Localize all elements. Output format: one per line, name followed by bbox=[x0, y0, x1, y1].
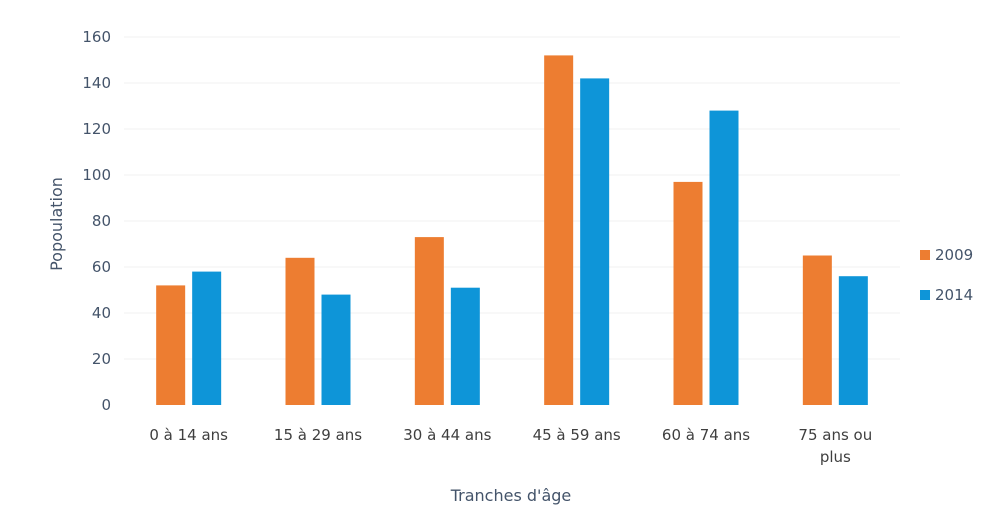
legend-label-2014: 2014 bbox=[935, 286, 973, 304]
y-tick-label: 40 bbox=[92, 304, 111, 322]
x-tick-label: 15 à 29 ans bbox=[274, 426, 362, 444]
bar-2014-3 bbox=[580, 78, 610, 406]
x-tick-label: 60 à 74 ans bbox=[662, 426, 750, 444]
bar-2014-1 bbox=[321, 294, 351, 405]
bar-2009-5 bbox=[802, 255, 832, 405]
bar-2009-4 bbox=[673, 181, 703, 405]
y-tick-label: 0 bbox=[101, 396, 111, 414]
legend-swatch-2009 bbox=[920, 250, 930, 260]
y-tick-label: 120 bbox=[82, 120, 111, 138]
legend-swatch-2014 bbox=[920, 290, 930, 300]
y-tick-label: 100 bbox=[82, 166, 111, 184]
x-tick-label: plus bbox=[820, 448, 851, 466]
bar-2014-5 bbox=[838, 276, 868, 405]
x-tick-label: 75 ans ou bbox=[798, 426, 872, 444]
bar-2009-3 bbox=[544, 55, 574, 406]
y-tick-label: 140 bbox=[82, 74, 111, 92]
y-tick-label: 60 bbox=[92, 258, 111, 276]
bar-2009-1 bbox=[285, 257, 315, 405]
bars bbox=[156, 55, 868, 406]
y-tick-label: 20 bbox=[92, 350, 111, 368]
x-tick-label: 30 à 44 ans bbox=[403, 426, 491, 444]
x-axis-title: Tranches d'âge bbox=[450, 486, 572, 505]
legend-label-2009: 2009 bbox=[935, 246, 973, 264]
y-axis-title: Popoulation bbox=[47, 177, 66, 271]
y-axis-ticks: 0 20 40 60 80 100 120 140 160 bbox=[82, 28, 111, 414]
y-tick-label: 80 bbox=[92, 212, 111, 230]
x-axis-categories: 0 à 14 ans 15 à 29 ans 30 à 44 ans 45 à 59 … bbox=[149, 426, 872, 466]
legend: 2009 2014 bbox=[920, 246, 973, 304]
y-tick-label: 160 bbox=[82, 28, 111, 46]
bar-2014-0 bbox=[192, 271, 222, 405]
gridlines bbox=[124, 36, 900, 360]
bar-2014-2 bbox=[450, 287, 480, 405]
bar-2014-4 bbox=[709, 110, 739, 405]
x-tick-label: 45 à 59 ans bbox=[533, 426, 621, 444]
x-tick-label: 0 à 14 ans bbox=[149, 426, 228, 444]
bar-2009-0 bbox=[156, 285, 186, 405]
bar-2009-2 bbox=[414, 237, 444, 405]
